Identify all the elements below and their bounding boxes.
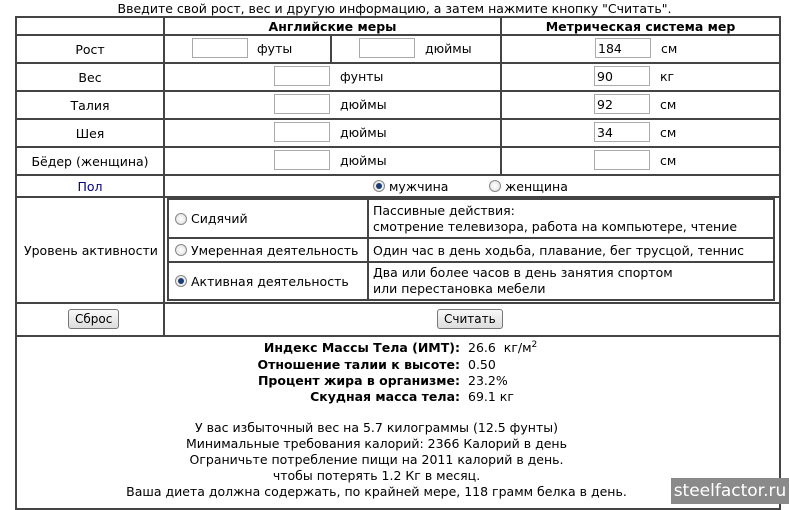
waist-label: Талия (15, 90, 165, 120)
whr-label: Отношение талии к высоте: (257, 357, 460, 372)
radio-checked-icon[interactable] (175, 275, 187, 287)
header-english: Английские меры (163, 16, 502, 36)
neck-cm-input[interactable] (594, 122, 650, 142)
bmi-superscript: 2 (531, 340, 538, 350)
result-line-3: Ограничьте потребление пищи на 2011 кало… (189, 452, 564, 467)
male-label: мужчина (389, 179, 449, 194)
unit-inches: дюймы (340, 125, 387, 140)
activity-label: Уровень активности (15, 196, 165, 304)
intro-text: Введите свой рост, вес и другую информац… (117, 1, 672, 16)
calculate-button[interactable]: Считать (437, 309, 503, 329)
unit-cm: см (660, 153, 677, 168)
hip-label: Бёдер (женщина) (15, 146, 165, 176)
bmi-number: 26.6 кг/м (468, 340, 532, 356)
unit-inches: дюймы (340, 153, 387, 168)
neck-en-cell (163, 118, 502, 148)
weight-en-cell (163, 62, 502, 92)
unit-feet: футы (257, 41, 293, 56)
lean-mass-value: 69.1 кг (468, 389, 514, 404)
neck-label: Шея (15, 118, 165, 148)
unit-inches: дюймы (425, 41, 472, 56)
radio-checked-icon[interactable] (373, 180, 385, 192)
height-in-cell (330, 34, 502, 64)
reset-button[interactable]: Сброс (68, 309, 120, 329)
unit-cm: см (661, 41, 678, 56)
unit-cm: см (660, 97, 677, 112)
activity-moderate-option[interactable]: Умеренная деятельность (167, 237, 369, 263)
whr-value: 0.50 (468, 357, 496, 372)
hip-cm-input[interactable] (594, 150, 650, 170)
result-line-4: чтобы потерять 1.2 Кг в месяц. (272, 468, 481, 483)
desc-line: Пассивные действия: (373, 202, 515, 218)
sex-cell (163, 174, 781, 198)
fat-value: 23.2% (468, 373, 508, 388)
waist-en-cell (163, 90, 502, 120)
watermark-logo: steelfactor.ru (671, 478, 789, 504)
weight-label: Вес (15, 62, 165, 92)
sex-male-option[interactable]: мужчина (373, 179, 448, 194)
unit-inches: дюймы (340, 97, 387, 112)
activity-sedentary-desc: Пассивные действия: смотрение телевизора,… (367, 198, 775, 239)
desc-line: или перестановка мебели (373, 281, 546, 296)
option-label: Активная деятельность (191, 273, 349, 289)
activity-moderate-desc: Один час в день ходьба, плавание, бег тр… (367, 237, 775, 263)
fat-label: Процент жира в организме: (257, 373, 460, 388)
option-label: Умеренная деятельность (191, 242, 359, 258)
result-line-5: Ваша диета должна содержать, по крайней … (126, 484, 627, 499)
hip-en-cell (163, 146, 502, 176)
option-label: Сидячий (191, 211, 248, 226)
waist-in-input[interactable] (274, 94, 330, 114)
radio-unchecked-icon[interactable] (489, 180, 501, 192)
weight-lb-input[interactable] (274, 66, 330, 86)
bmi-label: Индекс Массы Тела (ИМТ): (263, 340, 460, 355)
unit-pounds: фунты (340, 69, 384, 84)
neck-in-input[interactable] (274, 122, 330, 142)
activity-sedentary-option[interactable]: Сидячий (167, 198, 369, 239)
header-empty (15, 16, 165, 36)
sex-label: Пол (15, 174, 165, 198)
height-feet-input[interactable] (192, 38, 248, 58)
radio-unchecked-icon[interactable] (175, 212, 187, 225)
female-label: женщина (505, 179, 568, 194)
result-line-2: Минимальные требования калорий: 2366 Кал… (186, 436, 567, 451)
activity-active-option[interactable]: Активная деятельность (167, 261, 369, 301)
height-label: Рост (15, 34, 165, 64)
result-line-1: У вас избыточный вес на 5.7 килограммы (… (195, 420, 558, 435)
activity-active-desc: Два или более часов в день занятия спорт… (367, 261, 775, 301)
unit-cm: см (660, 125, 677, 140)
waist-cm-input[interactable] (594, 94, 650, 114)
lean-mass-label: Скудная масса тела: (310, 389, 460, 404)
radio-unchecked-icon[interactable] (175, 244, 187, 256)
unit-kg: кг (660, 69, 675, 84)
hip-in-input[interactable] (274, 150, 330, 170)
header-metric: Метрическая система мер (500, 16, 781, 36)
sex-female-option[interactable]: женщина (489, 179, 568, 194)
height-cm-input[interactable] (595, 38, 651, 58)
height-inches-input[interactable] (359, 38, 415, 58)
bmi-value: 26.6 кг/м2 (468, 340, 537, 355)
desc-line: Два или более часов в день занятия спорт… (373, 265, 673, 280)
weight-kg-input[interactable] (594, 66, 650, 86)
desc-line: смотрение телевизора, работа на компьюте… (373, 218, 738, 234)
